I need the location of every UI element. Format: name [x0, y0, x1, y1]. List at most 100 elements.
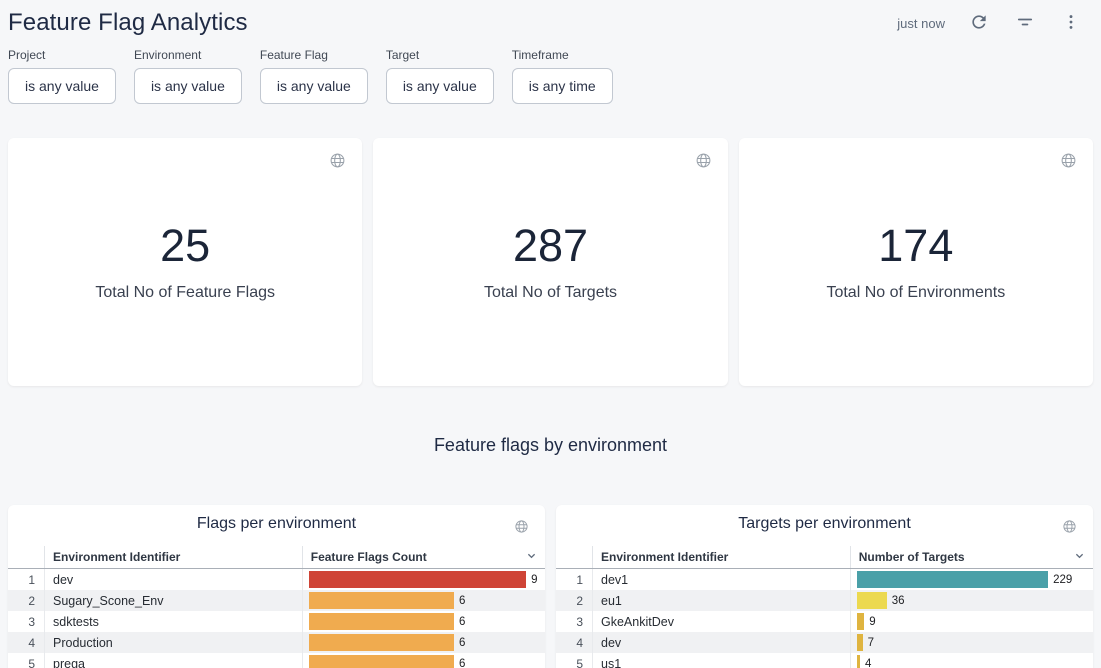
environment-cell: GkeAnkitDev — [592, 611, 850, 632]
column-header-count[interactable]: Feature Flags Count — [301, 546, 545, 568]
dashboard-header: Feature Flag Analytics just now — [0, 0, 1101, 40]
bar-cell[interactable]: 6 — [301, 590, 545, 611]
row-index: 3 — [28, 614, 35, 629]
row-index: 5 — [28, 656, 35, 668]
tile-flags-per-environment: Flags per environment Environment Identi… — [8, 505, 545, 668]
tile-actions-button[interactable] — [512, 517, 531, 539]
kpi-value: 174 — [878, 219, 954, 271]
filter-label: Timeframe — [511, 48, 569, 62]
bar-value: 6 — [459, 636, 466, 649]
row-index: 3 — [576, 614, 583, 629]
tile-targets-per-environment: Targets per environment Environment Iden… — [556, 505, 1093, 668]
chevron-down-icon[interactable] — [524, 548, 539, 566]
filter-project: Project is any value — [8, 48, 116, 104]
bar-cell[interactable]: 9 — [849, 611, 1093, 632]
environment-cell: dev — [44, 569, 302, 590]
filter-value-button[interactable]: is any value — [8, 68, 116, 104]
row-index: 1 — [28, 572, 35, 587]
kpi-total-targets: 287 Total No of Targets — [373, 138, 728, 386]
tile-actions-button[interactable] — [327, 150, 348, 174]
bar-cell[interactable]: 36 — [849, 590, 1093, 611]
table-header-row: Environment Identifier Number of Targets — [556, 546, 1093, 569]
bar[interactable] — [856, 634, 863, 651]
refresh-button[interactable] — [967, 10, 991, 37]
table-header-row: Environment Identifier Feature Flags Cou… — [8, 546, 545, 569]
environment-cell: dev1 — [592, 569, 850, 590]
environment-cell: Production — [44, 632, 302, 653]
filter-value-button[interactable]: is any value — [133, 68, 242, 104]
filter-bar: Project is any value Environment is any … — [0, 40, 1101, 104]
table-row: 2 eu1 36 — [556, 590, 1093, 611]
row-index: 4 — [28, 635, 35, 650]
column-header-environment[interactable]: Environment Identifier — [44, 546, 302, 568]
globe-icon — [695, 153, 712, 172]
kpi-label: Total No of Feature Flags — [95, 283, 275, 301]
bar-cell[interactable]: 4 — [849, 653, 1093, 668]
column-header-environment[interactable]: Environment Identifier — [592, 546, 850, 568]
filter-value-button[interactable]: is any value — [385, 68, 494, 104]
table-row: 4 Production 6 — [8, 632, 545, 653]
bar-value: 4 — [865, 657, 872, 668]
filter-feature-flag: Feature Flag is any value — [259, 48, 368, 104]
bar-cell[interactable]: 229 — [849, 569, 1093, 590]
row-index: 2 — [576, 593, 583, 608]
bar-cell[interactable]: 6 — [301, 632, 545, 653]
section-title: Feature flags by environment — [433, 435, 668, 455]
table-row: 5 prega 6 — [8, 653, 545, 668]
tile-title: Targets per environment — [738, 515, 911, 532]
tile-actions-button[interactable] — [1058, 150, 1079, 174]
row-index: 2 — [28, 593, 35, 608]
filter-value-button[interactable]: is any time — [511, 68, 613, 104]
column-header-count[interactable]: Number of Targets — [849, 546, 1093, 568]
bar[interactable] — [308, 655, 455, 668]
flags-table: Environment Identifier Feature Flags Cou… — [8, 546, 545, 668]
kpi-total-environments: 174 Total No of Environments — [738, 138, 1093, 386]
bar-cell[interactable]: 6 — [301, 611, 545, 632]
table-row: 3 GkeAnkitDev 9 — [556, 611, 1093, 632]
filter-value-button[interactable]: is any value — [259, 68, 368, 104]
chevron-down-icon[interactable] — [1072, 548, 1087, 566]
bar-value: 6 — [459, 615, 466, 628]
bar[interactable] — [308, 634, 455, 651]
bar-value: 6 — [459, 657, 466, 668]
bar[interactable] — [308, 613, 455, 630]
filters-toggle-button[interactable] — [1013, 10, 1037, 37]
kpi-row: 25 Total No of Feature Flags 287 Total N… — [8, 138, 1093, 386]
bar-cell[interactable]: 9 — [301, 569, 545, 590]
table-row: 1 dev 9 — [8, 569, 545, 590]
globe-icon — [1062, 520, 1077, 537]
row-index: 1 — [576, 572, 583, 587]
filter-environment: Environment is any value — [133, 48, 242, 104]
environment-cell: us1 — [592, 653, 850, 668]
globe-icon — [514, 520, 529, 537]
filter-label: Feature Flag — [259, 48, 328, 62]
tiles-row: Flags per environment Environment Identi… — [8, 505, 1093, 668]
bar[interactable] — [308, 571, 527, 588]
bar-cell[interactable]: 7 — [849, 632, 1093, 653]
table-body: 1 dev 9 2 Sugary_Scone_Env 6 — [8, 569, 545, 668]
globe-icon — [329, 153, 346, 172]
kpi-label: Total No of Targets — [483, 283, 618, 301]
tile-actions-button[interactable] — [693, 150, 714, 174]
bar[interactable] — [856, 655, 861, 668]
last-refresh-text: just now — [897, 15, 945, 31]
table-row: 1 dev1 229 — [556, 569, 1093, 590]
table-row: 5 us1 4 — [556, 653, 1093, 668]
bar[interactable] — [856, 571, 1049, 588]
bar[interactable] — [308, 592, 455, 609]
bar[interactable] — [856, 592, 887, 609]
kpi-total-feature-flags: 25 Total No of Feature Flags — [8, 138, 363, 386]
environment-cell: dev — [592, 632, 850, 653]
bar-value: 6 — [459, 594, 466, 607]
tile-actions-button[interactable] — [1060, 517, 1079, 539]
bar-value: 229 — [1053, 573, 1073, 586]
kpi-label: Total No of Environments — [826, 283, 1006, 301]
bar[interactable] — [856, 613, 865, 630]
bar-value: 36 — [891, 594, 905, 607]
bar-value: 7 — [867, 636, 875, 649]
bar-cell[interactable]: 6 — [301, 653, 545, 668]
more-menu-button[interactable] — [1059, 10, 1083, 37]
tile-title: Flags per environment — [196, 515, 357, 532]
filter-label: Project — [8, 48, 46, 62]
